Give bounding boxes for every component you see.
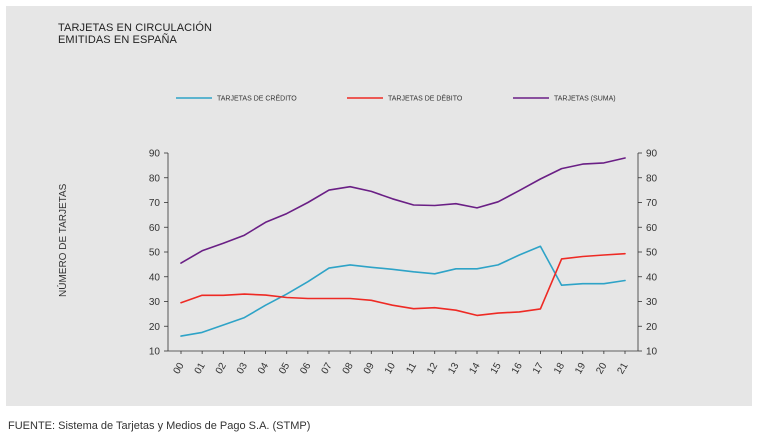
series-line-2 bbox=[180, 252, 626, 317]
y-tick-label-right: 90 bbox=[646, 149, 658, 160]
x-tick-label: 09 bbox=[362, 361, 377, 377]
source-note: FUENTE: Sistema de Tarjetas y Medios de … bbox=[8, 420, 311, 432]
y-tick-label-left: 60 bbox=[149, 223, 161, 234]
x-tick-label: 16 bbox=[510, 361, 525, 377]
x-tick-label: 19 bbox=[573, 361, 588, 377]
series-line-1 bbox=[180, 245, 626, 337]
chart-title-line-1: TARJETAS EN CIRCULACIÓN bbox=[58, 22, 213, 34]
y-tick-label-right: 10 bbox=[646, 347, 658, 358]
legend-label-2: TARJETAS DE DÉBITO bbox=[388, 94, 463, 103]
y-tick-label-left: 70 bbox=[149, 198, 161, 209]
y-tick-label-right: 80 bbox=[646, 173, 658, 184]
x-tick-label: 02 bbox=[214, 361, 229, 377]
x-tick-label: 04 bbox=[256, 361, 271, 377]
y-axis-title: NÚMERO DE TARJETAS bbox=[56, 183, 69, 297]
x-tick-label: 10 bbox=[383, 361, 398, 377]
y-tick-label-right: 70 bbox=[646, 198, 658, 209]
x-tick-label: 21 bbox=[616, 361, 631, 377]
x-tick-label: 05 bbox=[277, 361, 292, 377]
x-tick-label: 01 bbox=[193, 361, 208, 377]
x-tick-label: 17 bbox=[531, 361, 546, 377]
x-tick-label: 20 bbox=[594, 361, 609, 377]
y-tick-label-right: 30 bbox=[646, 297, 658, 308]
y-tick-label-right: 60 bbox=[646, 223, 658, 234]
y-tick-label-left: 50 bbox=[149, 248, 161, 259]
chart-title: TARJETAS EN CIRCULACIÓN EMITIDAS EN ESPA… bbox=[58, 22, 212, 46]
y-tick-label-right: 50 bbox=[646, 248, 658, 259]
y-tick-label-left: 10 bbox=[149, 347, 161, 358]
x-tick-label: 15 bbox=[489, 361, 504, 377]
x-tick-label: 18 bbox=[552, 361, 567, 377]
x-tick-label: 07 bbox=[320, 361, 335, 377]
x-tick-label: 13 bbox=[446, 361, 461, 377]
y-tick-label-left: 80 bbox=[149, 173, 161, 184]
x-tick-label: 08 bbox=[341, 361, 356, 377]
y-tick-label-right: 20 bbox=[646, 322, 658, 333]
x-tick-label: 00 bbox=[172, 361, 187, 377]
legend-label-1: TARJETAS DE CRÉDITO bbox=[217, 94, 297, 103]
y-tick-label-left: 90 bbox=[149, 149, 161, 160]
y-tick-label-left: 30 bbox=[149, 297, 161, 308]
x-tick-label: 12 bbox=[425, 361, 440, 377]
x-tick-label: 14 bbox=[468, 361, 483, 377]
chart-title-line-2: EMITIDAS EN ESPAÑA bbox=[58, 34, 177, 46]
series-line-3 bbox=[180, 157, 626, 264]
x-tick-label: 06 bbox=[298, 361, 313, 377]
x-tick-label: 03 bbox=[235, 361, 250, 377]
y-tick-label-right: 40 bbox=[646, 272, 658, 283]
legend-label-3: TARJETAS (SUMA) bbox=[554, 96, 616, 103]
chart-panel bbox=[6, 6, 752, 406]
y-tick-label-left: 20 bbox=[149, 322, 161, 333]
x-tick-label: 11 bbox=[404, 361, 419, 376]
y-tick-label-left: 40 bbox=[149, 272, 161, 283]
